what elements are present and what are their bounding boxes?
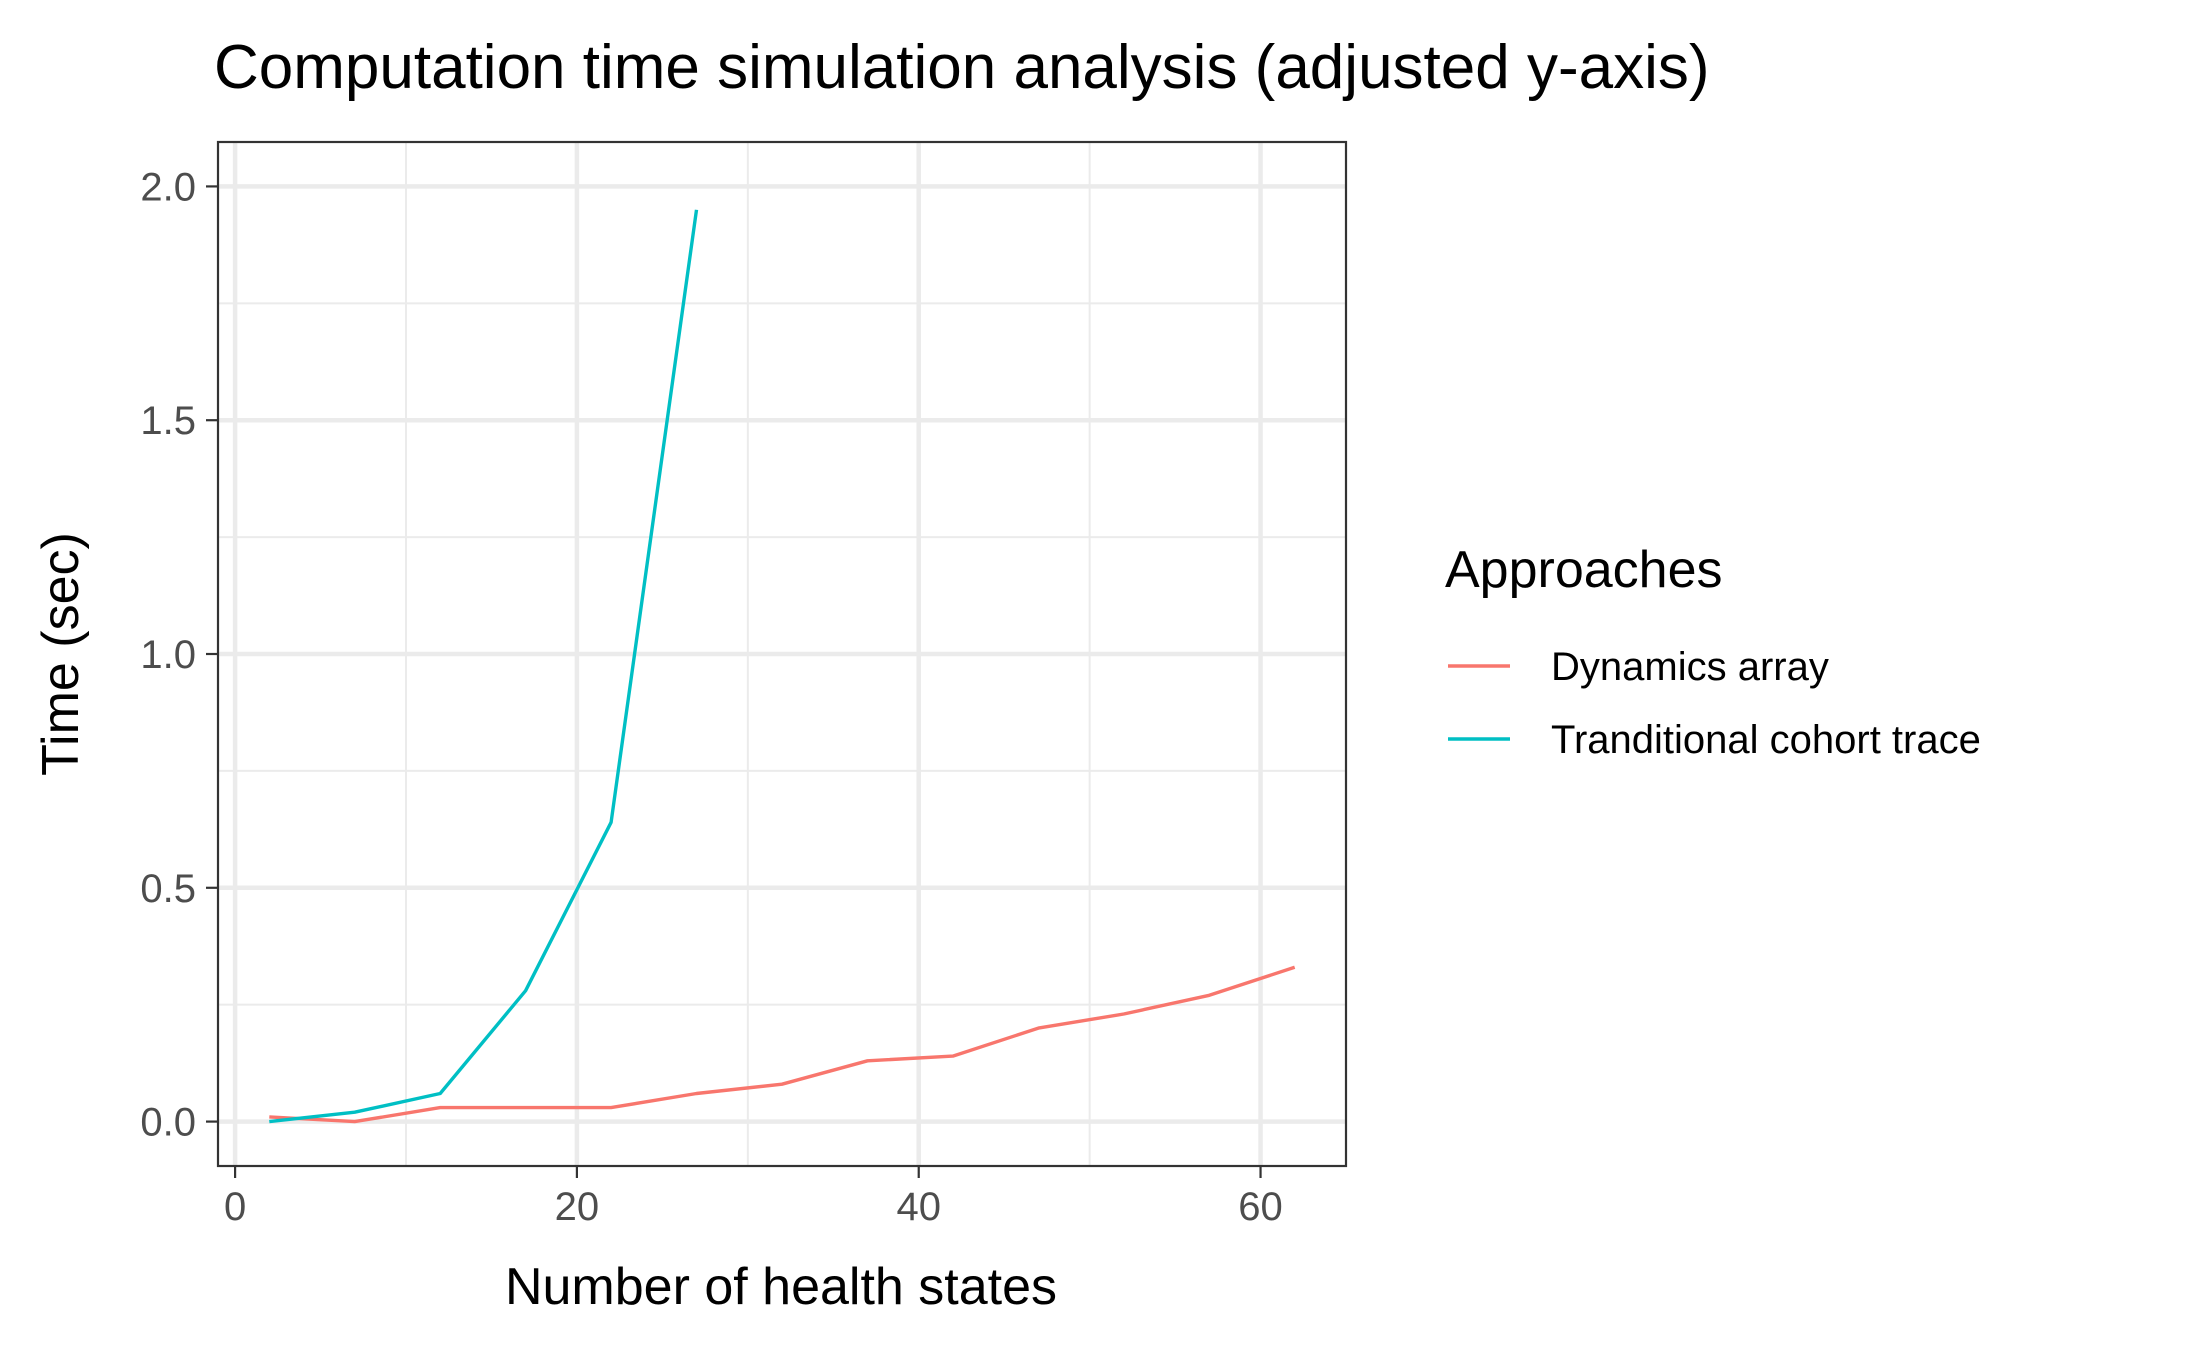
- x-tick-label: 20: [555, 1185, 600, 1229]
- series-line-tranditional-cohort-trace: [269, 209, 699, 1124]
- legend-title: Approaches: [1445, 541, 1723, 599]
- series-line-dynamics-array: [269, 965, 1296, 1124]
- series-lines: [269, 209, 1296, 1124]
- y-tick-label: 1.0: [140, 633, 196, 677]
- y-tick-label: 0.5: [140, 867, 196, 911]
- x-tick-label: 40: [896, 1185, 941, 1229]
- y-tick-label: 0.0: [140, 1101, 196, 1145]
- legend: Approaches Dynamics array Tranditional co…: [1445, 541, 1981, 762]
- x-tick-label: 60: [1238, 1185, 1283, 1229]
- grid-lines: [218, 142, 1346, 1166]
- x-axis-title: Number of health states: [505, 1258, 1057, 1316]
- chart-title: Computation time simulation analysis (ad…: [214, 33, 1710, 102]
- y-tick-label: 2.0: [140, 165, 196, 209]
- legend-label: Dynamics array: [1551, 645, 1829, 689]
- x-tick-label: 0: [224, 1185, 246, 1229]
- y-axis-title: Time (sec): [32, 532, 90, 776]
- y-tick-label: 1.5: [140, 399, 196, 443]
- axis-ticks: 0 20 40 60 0.0 0.5 1.0 1.5 2.0: [140, 165, 1282, 1229]
- legend-label: Tranditional cohort trace: [1551, 718, 1981, 762]
